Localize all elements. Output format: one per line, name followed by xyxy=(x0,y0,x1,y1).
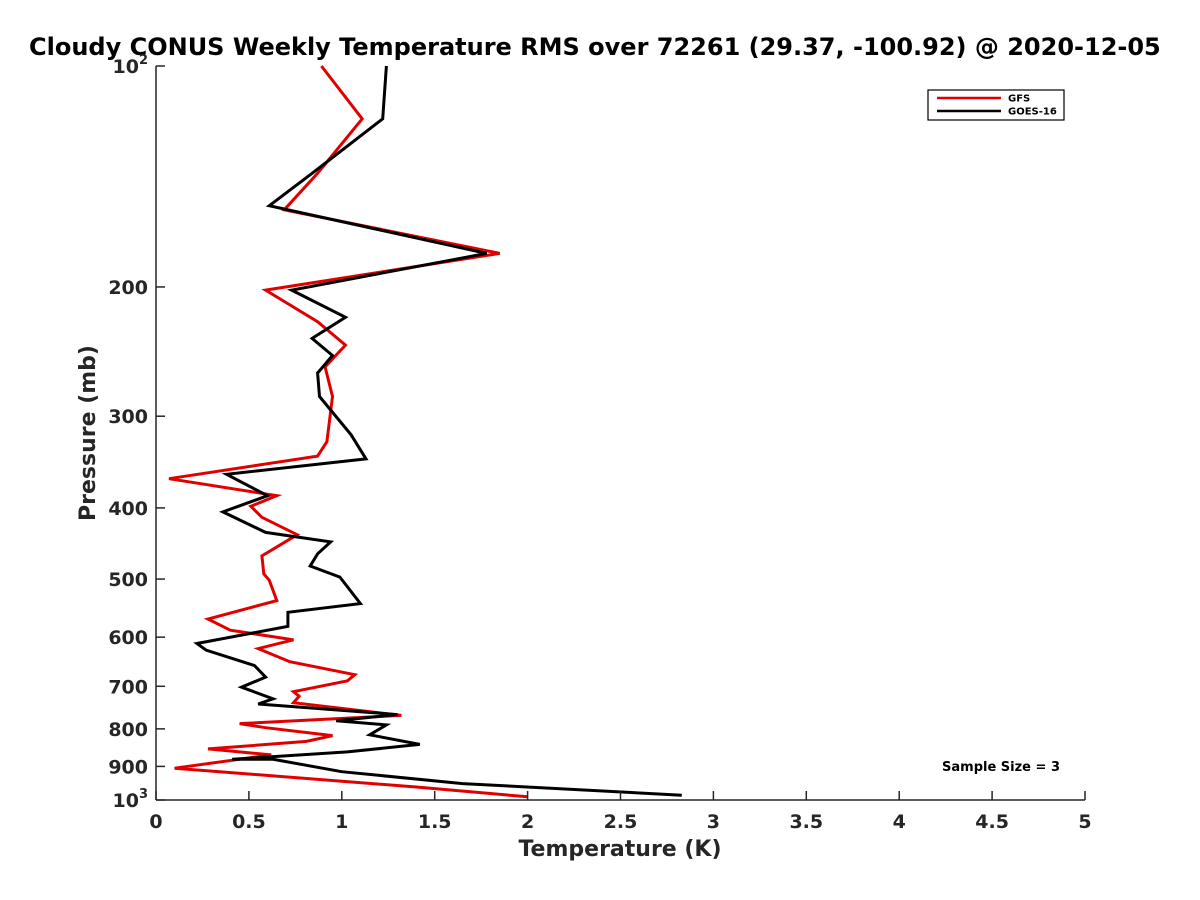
legend-label-goes16: GOES-16 xyxy=(1008,107,1057,118)
legend-box xyxy=(927,89,1065,121)
x-tick-label: 0.5 xyxy=(232,811,266,833)
series-line-gfs xyxy=(168,65,528,799)
y-tick-base: 10 xyxy=(113,790,139,812)
series-layer xyxy=(168,65,682,799)
y-tick-label: 103 xyxy=(113,787,149,812)
x-tick-label: 1 xyxy=(335,811,348,833)
y-tick-label: 200 xyxy=(108,277,148,299)
y-tick-label: 300 xyxy=(108,406,148,428)
x-tick-label: 3.5 xyxy=(789,811,823,833)
legend-label-gfs: GFS xyxy=(1008,94,1030,105)
y-tick-label: 500 xyxy=(108,569,148,591)
y-tick-exponent: 3 xyxy=(139,787,148,802)
chart-title: Cloudy CONUS Weekly Temperature RMS over… xyxy=(29,33,1161,61)
y-tick-label: 600 xyxy=(108,627,148,649)
y-tick-label: 102 xyxy=(113,53,149,78)
legend: GFS GOES-16 xyxy=(927,89,1065,121)
x-tick-label: 0 xyxy=(149,811,162,833)
x-tick-label: 4 xyxy=(893,811,906,833)
x-tick-label: 2.5 xyxy=(604,811,638,833)
x-axis-label: Temperature (K) xyxy=(518,837,721,862)
y-tick-exponent: 2 xyxy=(139,53,148,68)
y-tick-label: 900 xyxy=(108,756,148,778)
series-line-goes16 xyxy=(193,65,682,797)
y-axis-label: Pressure (mb) xyxy=(76,345,101,521)
y-tick-label: 800 xyxy=(108,719,148,741)
x-tick-label: 1.5 xyxy=(418,811,452,833)
x-tick-label: 2 xyxy=(521,811,534,833)
x-tick-label: 3 xyxy=(707,811,720,833)
sample-size-annotation: Sample Size = 3 xyxy=(942,760,1060,775)
y-tick-label: 400 xyxy=(108,498,148,520)
y-tick-base: 10 xyxy=(113,56,139,78)
plot-area xyxy=(156,66,1085,800)
x-tick-label: 4.5 xyxy=(975,811,1009,833)
y-tick-label: 700 xyxy=(108,676,148,698)
x-ticks: 0 0.5 1 1.5 2 2.5 3 3.5 4 4.5 5 xyxy=(149,791,1092,833)
x-tick-label: 5 xyxy=(1078,811,1091,833)
